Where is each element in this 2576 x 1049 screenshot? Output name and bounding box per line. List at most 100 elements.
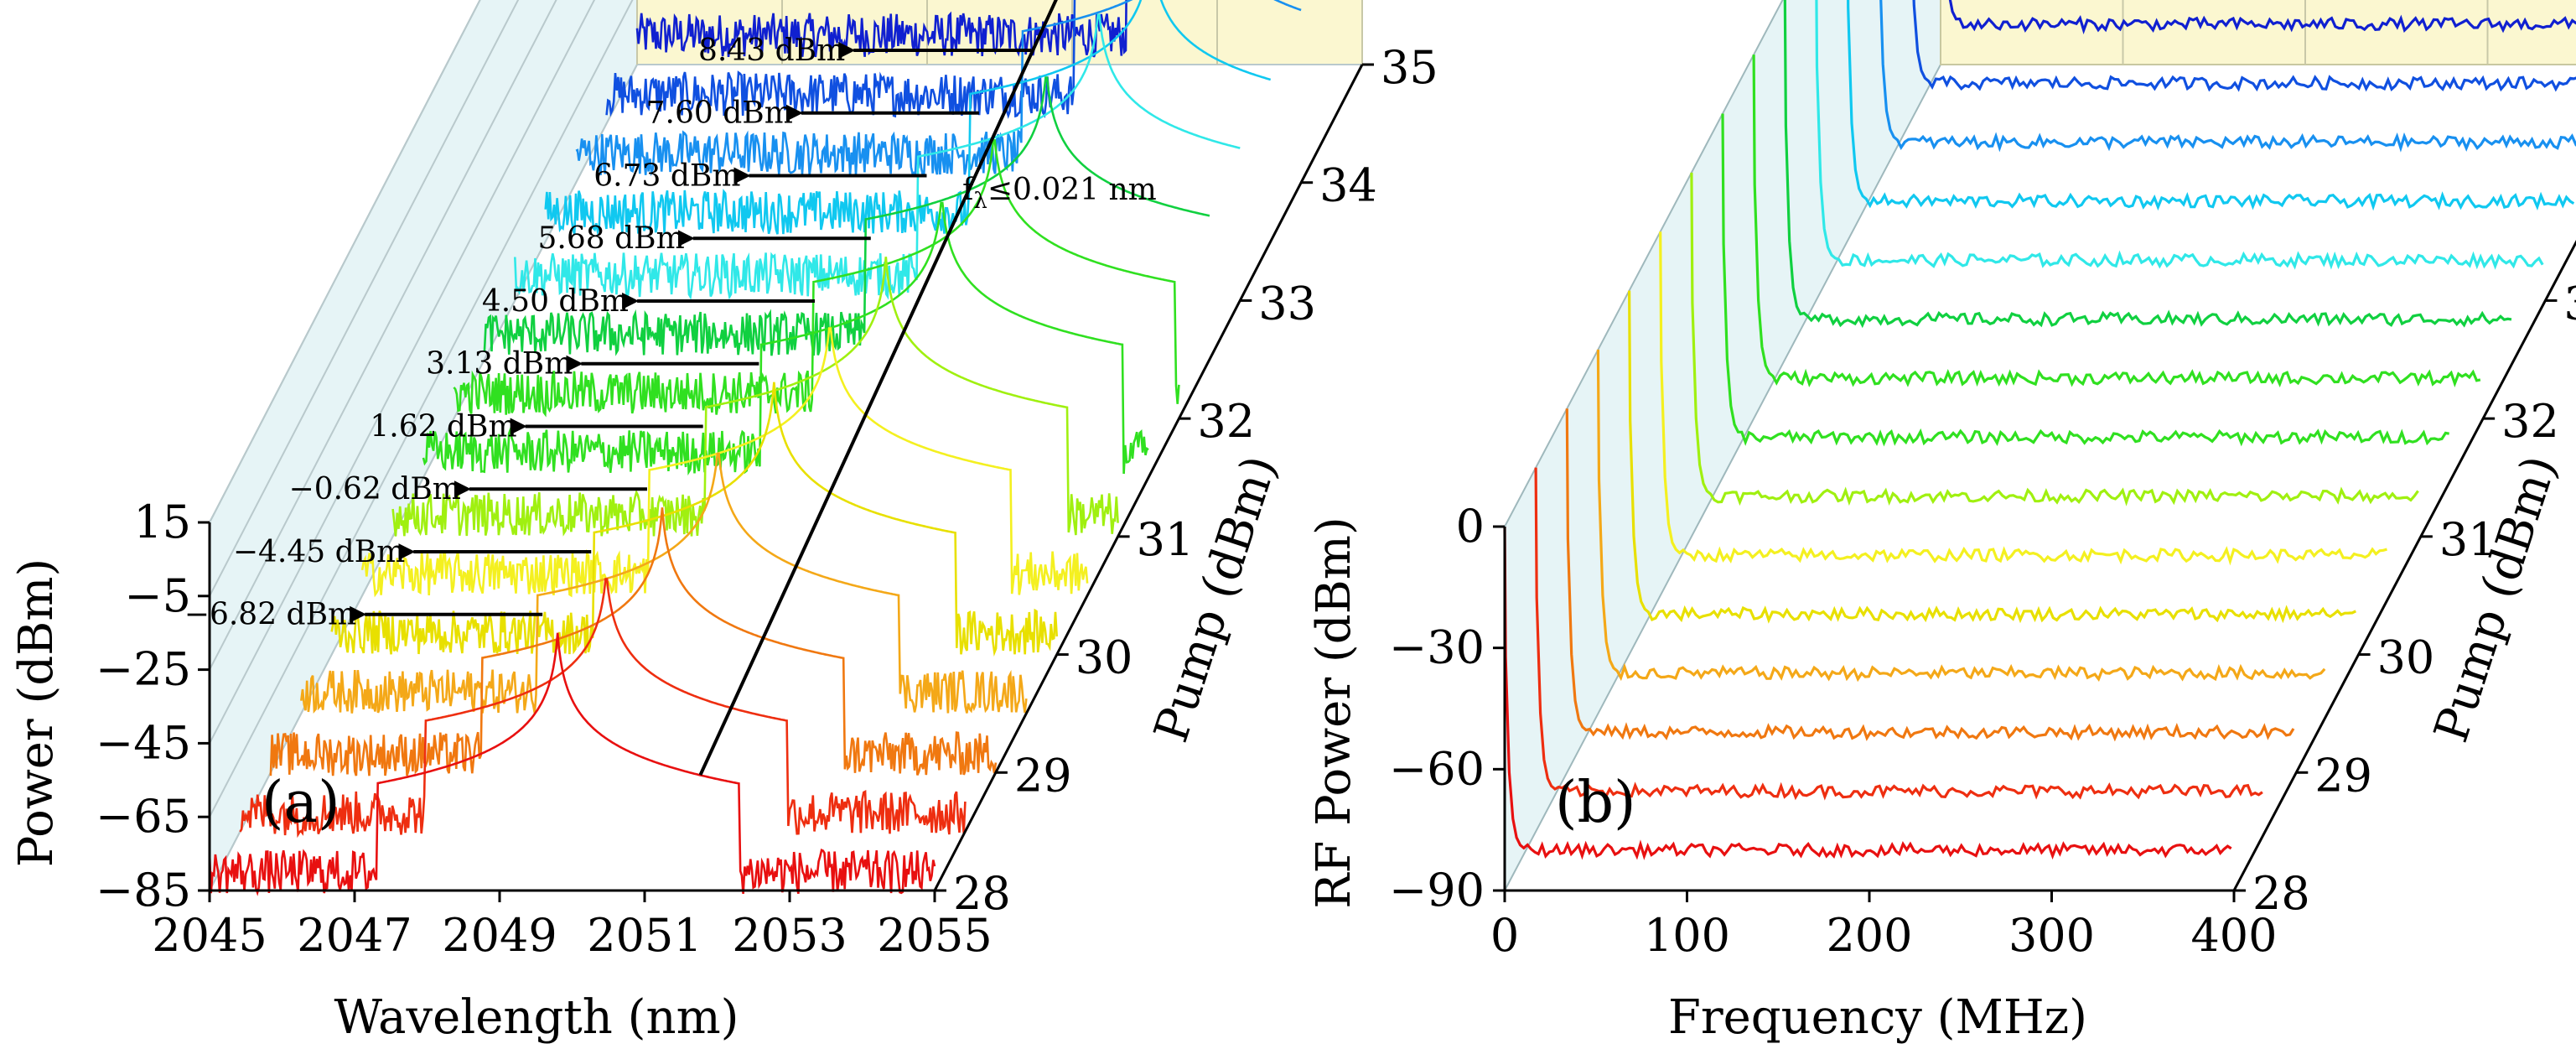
z-axis-line [933, 64, 1364, 891]
rf-trace-line [1690, 172, 2419, 506]
z-tick-label: 30 [2377, 631, 2435, 684]
output-power-label: 9.30 dBm [750, 0, 897, 5]
gridline [209, 0, 596, 744]
y-axis-label: Power (dBm) [9, 558, 64, 868]
annotation-sub: λ [973, 189, 987, 214]
trace-line [208, 632, 936, 896]
z-tick-label: 34 [1319, 159, 1377, 212]
z-tick-label: 32 [2501, 395, 2559, 448]
rf-trace-line [1503, 526, 2232, 860]
rf-trace-line [1596, 349, 2326, 683]
z-tick-label: 30 [1075, 631, 1133, 684]
trace-line [605, 0, 1076, 119]
gridline [209, 0, 520, 597]
output-power-label: −4.45 dBm [233, 535, 405, 569]
rf-trace-line [1783, 0, 2512, 329]
x-tick-label: 2051 [587, 909, 702, 962]
output-power-label: −6.82 dBm [184, 598, 356, 632]
linewidth-arrow [698, 0, 1058, 776]
gridline [209, 0, 481, 523]
rf-trace-line [1847, 0, 2575, 211]
z-tick-label: 29 [2314, 749, 2372, 802]
y-tick-label: −60 [1389, 742, 1485, 795]
x-tick-label: 2055 [877, 909, 992, 962]
x-tick-label: 400 [2190, 909, 2277, 962]
annotation-rest: ≤0.021 nm [987, 173, 1157, 207]
rf-trace-line [1721, 113, 2449, 447]
linewidth-annotation: fλ≤0.021 nm [962, 173, 1157, 214]
x-tick-label: 100 [1644, 909, 1730, 962]
z-tick-label: 32 [1197, 395, 1255, 448]
rf-trace-line [1565, 408, 2295, 742]
z-tick-label: 31 [2439, 513, 2497, 566]
gridline [209, 0, 557, 671]
gridline [209, 0, 634, 818]
panel-label-b: (b) [1555, 770, 1636, 836]
output-power-label: 1.62 dBm [370, 409, 516, 444]
output-power-label: 4.50 dBm [482, 284, 629, 319]
trace-line [453, 139, 1180, 418]
trace-line [575, 0, 1302, 177]
x-tick-label: 2045 [152, 909, 267, 962]
output-power-label: −0.62 dBm [289, 472, 461, 506]
y-tick-label: −65 [96, 790, 191, 843]
x-tick-label: 2049 [442, 909, 557, 962]
panel-b-waterfall: 0 100 200 300 400 0 −30 −60 −90 28 29 30 31 32 33 34 35 F… [1307, 0, 2576, 1045]
panel-a-waterfall: 2045 2047 2049 2051 2053 2055 15 −5 −25 −45 −65 −85… [9, 0, 1438, 1045]
x-tick-label: 200 [1826, 909, 1912, 962]
z-tick-label: 29 [1014, 749, 1072, 802]
y-tick-label: −45 [96, 716, 191, 769]
output-power-label: 7.60 dBm [646, 96, 793, 131]
trace-line [544, 0, 1272, 236]
rf-trace-line [1879, 0, 2576, 153]
output-power-label: 5.68 dBm [538, 221, 685, 256]
x-axis-label: Wavelength (nm) [334, 990, 739, 1045]
trace-line [330, 382, 1058, 657]
y-tick-label: −30 [1389, 621, 1485, 674]
x-tick-label: 2047 [297, 909, 412, 962]
rf-trace-line [1628, 290, 2357, 624]
rf-trace-line [1948, 0, 2576, 35]
z-tick-label: 28 [2252, 867, 2310, 920]
rf-trace-line [1912, 0, 2576, 92]
y-tick-label: −5 [124, 569, 191, 622]
rf-trace-line [1659, 231, 2387, 566]
rf-trace-line [1534, 467, 2263, 801]
z-axis-label: Pump (dBm) [1144, 449, 1288, 749]
rf-trace-line [1815, 0, 2544, 270]
y-tick-label: −25 [96, 643, 191, 696]
output-power-label: 6.73 dBm [593, 158, 740, 193]
trace-line [269, 507, 998, 776]
trace-line [360, 327, 1089, 598]
trace-line [514, 13, 1241, 300]
z-axis-label: Pump (dBm) [2424, 449, 2568, 749]
x-axis-label: Frequency (MHz) [1668, 990, 2087, 1045]
z-tick-label: 33 [2563, 277, 2576, 330]
z-tick-label: 31 [1137, 513, 1195, 566]
z-tick-label: 28 [953, 867, 1011, 920]
x-tick-label: 2053 [732, 909, 847, 962]
trace-line [300, 452, 1028, 714]
trace-line [635, 0, 1127, 58]
y-axis-label: RF Power (dBm) [1307, 517, 1361, 908]
annotation-main: f [962, 173, 976, 207]
back-wall [1940, 0, 2576, 65]
y-tick-label: 0 [1456, 500, 1485, 553]
y-tick-label: −90 [1389, 864, 1485, 917]
z-tick-label: 35 [1381, 41, 1438, 94]
rf-trace-line [1752, 55, 2481, 388]
trace-line [391, 257, 1119, 537]
output-power-label: 3.13 dBm [426, 347, 573, 382]
x-tick-label: 0 [1490, 909, 1519, 962]
trace-line [239, 578, 967, 839]
trace-line [483, 76, 1210, 356]
z-axis-line [2232, 239, 2576, 891]
y-tick-label: −85 [96, 864, 191, 917]
output-power-label: 8.43 dBm [698, 34, 845, 68]
z-tick-label: 33 [1258, 277, 1316, 330]
y-tick-label: 15 [133, 496, 191, 548]
panel-label-a: (a) [262, 770, 340, 836]
trace-line [422, 201, 1149, 476]
x-tick-label: 300 [2008, 909, 2095, 962]
